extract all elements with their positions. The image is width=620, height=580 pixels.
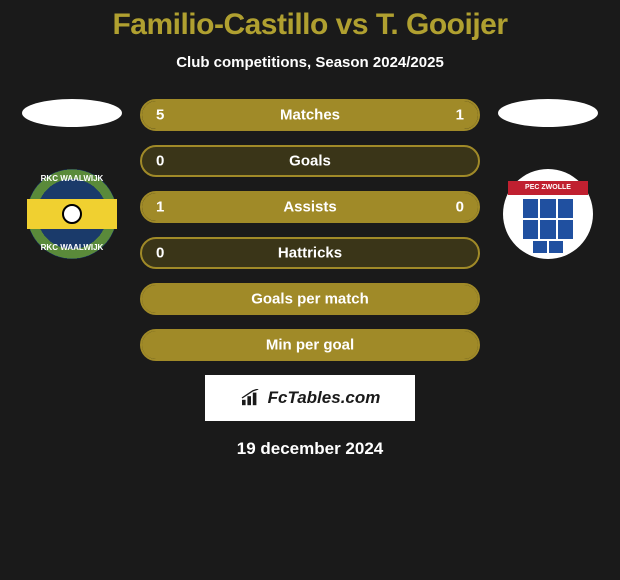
stat-value-left: 1: [156, 199, 164, 216]
left-column: RKC WAALWIJK RKC WAALWIJK: [22, 99, 122, 259]
stat-label: Assists: [283, 199, 336, 216]
player-silhouette-left: [22, 99, 122, 127]
team-badge-right: PEC ZWOLLE: [503, 169, 593, 259]
date-line: 19 december 2024: [0, 439, 620, 459]
badge-right-grid: [523, 199, 573, 239]
soccer-ball-icon: [62, 204, 82, 224]
stat-bar: Min per goal: [140, 329, 480, 361]
stat-bar: 0 Goals: [140, 145, 480, 177]
stat-bar: 0 Hattricks: [140, 237, 480, 269]
badge-right-banner: PEC ZWOLLE: [508, 181, 588, 195]
stat-value-right: 1: [456, 107, 464, 124]
brand-text: FcTables.com: [268, 388, 381, 408]
stat-fill-right: [422, 101, 478, 129]
stat-bar: 1 0 Assists: [140, 191, 480, 223]
stat-value-left: 0: [156, 245, 164, 262]
badge-right-grid-bottom: [533, 241, 563, 253]
stats-bars: 5 1 Matches 0 Goals 1 0 Assists 0 Hattricks Goals …: [140, 99, 480, 361]
stat-label: Matches: [280, 107, 340, 124]
page-title: Familio-Castillo vs T. Gooijer: [0, 8, 620, 42]
chart-icon: [240, 389, 262, 407]
team-badge-left: RKC WAALWIJK RKC WAALWIJK: [27, 169, 117, 259]
badge-left-stripe: [27, 199, 117, 229]
stat-label: Min per goal: [266, 337, 354, 354]
right-column: PEC ZWOLLE: [498, 99, 598, 259]
badge-left-text-top: RKC WAALWIJK: [41, 175, 104, 184]
stat-label: Hattricks: [278, 245, 342, 262]
player-silhouette-right: [498, 99, 598, 127]
stat-bar: 5 1 Matches: [140, 99, 480, 131]
stat-label: Goals: [289, 153, 331, 170]
stat-value-left: 5: [156, 107, 164, 124]
subtitle: Club competitions, Season 2024/2025: [0, 54, 620, 71]
stat-value-left: 0: [156, 153, 164, 170]
brand-badge: FcTables.com: [205, 375, 415, 421]
main-area: RKC WAALWIJK RKC WAALWIJK 5 1 Matches 0 Goal…: [0, 99, 620, 361]
stat-label: Goals per match: [251, 291, 369, 308]
badge-left-text-bottom: RKC WAALWIJK: [41, 244, 104, 253]
stat-bar: Goals per match: [140, 283, 480, 315]
stat-value-right: 0: [456, 199, 464, 216]
comparison-card: Familio-Castillo vs T. Gooijer Club comp…: [0, 0, 620, 459]
